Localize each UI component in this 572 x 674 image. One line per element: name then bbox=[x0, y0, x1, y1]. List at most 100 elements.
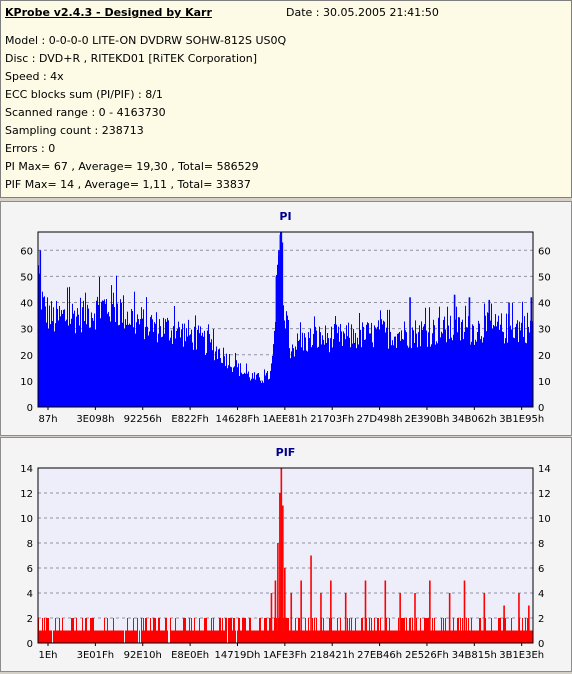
pi-bar bbox=[500, 324, 501, 407]
pi-bar bbox=[501, 313, 502, 407]
pif-bar bbox=[132, 630, 133, 643]
pif-spike bbox=[463, 580, 466, 643]
pi-bar bbox=[442, 333, 443, 407]
pi-bar bbox=[528, 326, 529, 407]
pi-bar bbox=[348, 322, 349, 407]
pif-bar bbox=[42, 618, 43, 643]
pif-bar bbox=[531, 630, 532, 643]
pif-bar bbox=[41, 630, 42, 643]
pi-bar bbox=[404, 321, 405, 407]
pi-bar bbox=[117, 303, 118, 407]
pi-bar bbox=[353, 328, 354, 407]
pif-bar bbox=[160, 630, 161, 643]
pif-bar bbox=[111, 630, 112, 643]
pi-bar bbox=[143, 309, 144, 407]
pif-bar bbox=[231, 618, 232, 643]
pif-bar bbox=[158, 618, 159, 643]
pi-bar bbox=[315, 326, 316, 407]
pif-bar bbox=[60, 630, 61, 643]
pif-bar bbox=[378, 618, 379, 643]
pif-bar bbox=[446, 630, 447, 643]
pif-bar bbox=[439, 630, 440, 643]
pi-bar bbox=[502, 331, 503, 407]
pif-bar bbox=[522, 618, 523, 643]
pi-bar bbox=[424, 324, 425, 407]
pif-bar bbox=[373, 630, 374, 643]
pi-bar bbox=[125, 319, 126, 407]
pif-bar bbox=[203, 630, 204, 643]
pif-bar bbox=[491, 618, 492, 643]
pi-bar bbox=[203, 336, 204, 407]
pif-bar bbox=[188, 630, 189, 643]
pif-bar bbox=[459, 630, 460, 643]
pi-bar bbox=[168, 320, 169, 407]
pi-bar bbox=[142, 318, 143, 407]
pi-bar bbox=[310, 328, 311, 407]
pi-title: PI bbox=[279, 210, 291, 223]
pif-bar bbox=[388, 630, 389, 643]
pif-bar bbox=[482, 630, 483, 643]
pif-bar bbox=[520, 630, 521, 643]
pi-spike bbox=[488, 299, 491, 407]
pif-bar bbox=[389, 618, 390, 643]
pif-ytick-left: 10 bbox=[20, 514, 33, 525]
pi-bar bbox=[485, 315, 486, 407]
pi-bar bbox=[128, 324, 129, 407]
pif-bar bbox=[401, 618, 402, 643]
pif-bar bbox=[102, 630, 103, 643]
pi-bar bbox=[277, 264, 278, 407]
pif-bar bbox=[489, 630, 490, 643]
pif-bar bbox=[274, 618, 275, 643]
pif-spike bbox=[344, 593, 347, 643]
pi-bar bbox=[495, 314, 496, 407]
pif-bar bbox=[267, 630, 268, 643]
pif-ytick-right: 12 bbox=[538, 489, 551, 500]
pi-bar bbox=[368, 323, 369, 407]
pif-spike bbox=[483, 593, 486, 643]
app-title: KProbe v2.4.3 - Designed by Karr bbox=[5, 6, 212, 19]
pif-bar bbox=[376, 630, 377, 643]
pi-bar bbox=[377, 326, 378, 407]
pif-bar bbox=[357, 630, 358, 643]
pif-bar bbox=[492, 630, 493, 643]
pif-bar bbox=[64, 630, 65, 643]
pif-ytick-right: 4 bbox=[538, 589, 544, 600]
pi-bar bbox=[432, 333, 433, 407]
pif-bar bbox=[362, 618, 363, 643]
pi-bar bbox=[71, 318, 72, 407]
pi-bar bbox=[378, 320, 379, 407]
pif-spike bbox=[282, 505, 284, 643]
pi-bar bbox=[218, 349, 219, 407]
pi-bar bbox=[522, 301, 523, 407]
pif-bar bbox=[511, 618, 512, 643]
pi-bar bbox=[396, 347, 397, 407]
pi-bar bbox=[411, 348, 412, 407]
pif-bar bbox=[530, 630, 531, 643]
pi-bar bbox=[69, 286, 70, 407]
pif-bar bbox=[122, 630, 123, 643]
pi-bar bbox=[494, 326, 495, 407]
pif-bar bbox=[393, 630, 394, 643]
pi-chart-panel: PI 0 0 10 10 20 20 30 30 40 40 50 50 60 60 87h 3E098h 922… bbox=[0, 201, 572, 436]
pif-bar bbox=[424, 618, 425, 643]
pi-bar bbox=[349, 337, 350, 407]
pi-bar bbox=[503, 332, 504, 407]
pi-bar bbox=[159, 319, 160, 407]
pi-bar bbox=[63, 309, 64, 407]
pi-bar bbox=[450, 315, 451, 407]
pi-bar bbox=[338, 326, 339, 407]
pif-bar bbox=[525, 618, 526, 643]
pi-bar bbox=[236, 360, 237, 407]
pif-bar bbox=[97, 630, 98, 643]
pi-bar bbox=[492, 328, 493, 407]
pi-bar bbox=[371, 322, 372, 407]
pi-bar bbox=[478, 320, 479, 407]
pi-bar bbox=[66, 319, 67, 407]
pif-bar bbox=[474, 630, 475, 643]
pi-bar bbox=[462, 319, 463, 407]
pi-bar bbox=[519, 321, 520, 407]
pi-bar bbox=[415, 320, 416, 407]
pi-bar bbox=[474, 344, 475, 407]
pif-bar bbox=[228, 618, 229, 643]
pif-bar bbox=[237, 630, 238, 643]
